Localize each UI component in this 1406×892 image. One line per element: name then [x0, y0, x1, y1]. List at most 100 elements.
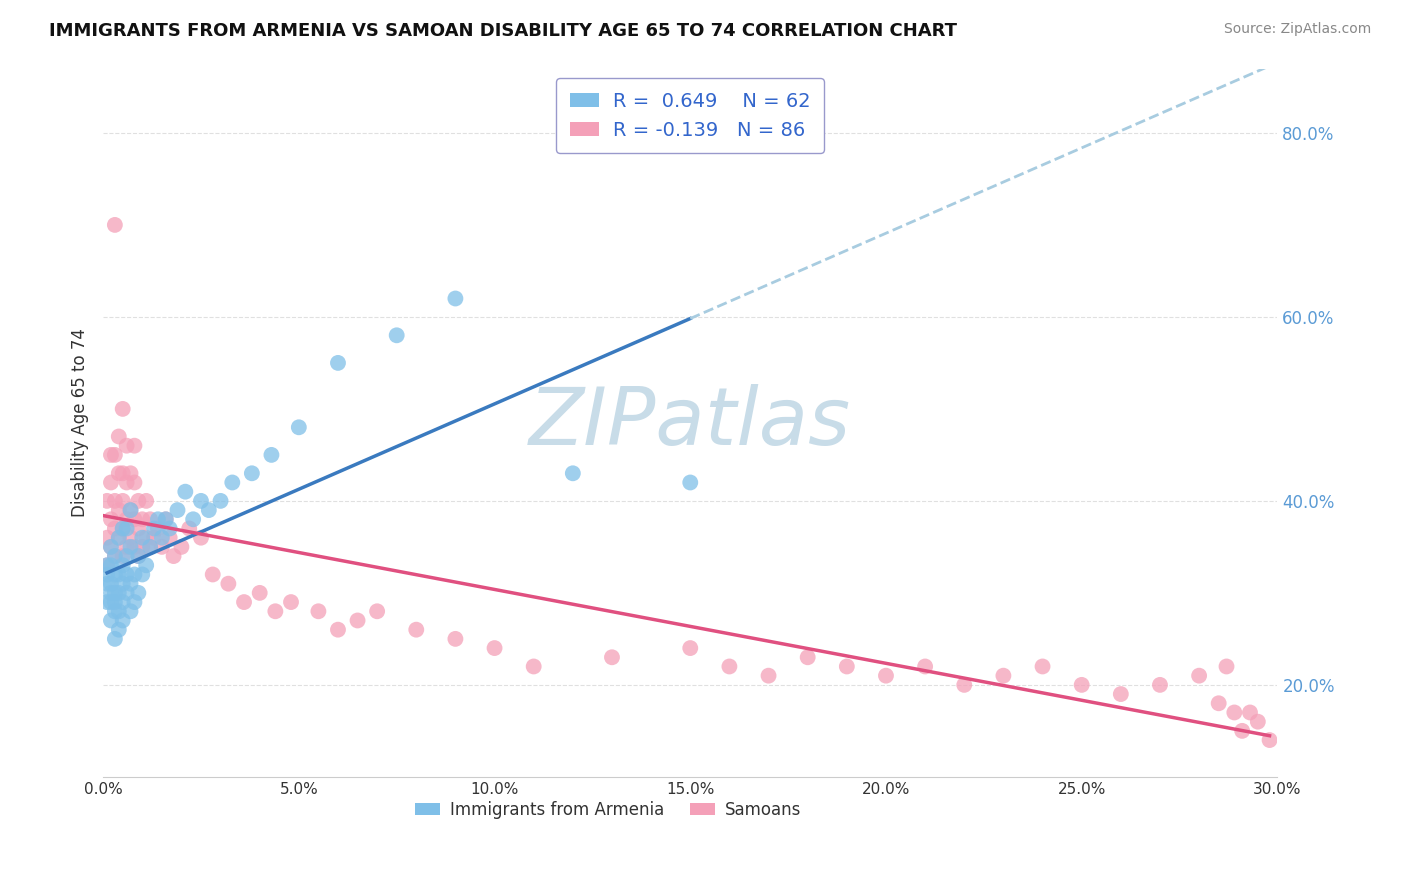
Point — [796, 650, 818, 665]
Point — [201, 567, 224, 582]
Point — [264, 604, 287, 618]
Point — [100, 540, 122, 554]
Point — [111, 494, 134, 508]
Point — [111, 549, 134, 563]
Point — [120, 604, 142, 618]
Point — [124, 512, 146, 526]
Point — [111, 576, 134, 591]
Point — [107, 531, 129, 545]
Point — [405, 623, 427, 637]
Point — [875, 668, 897, 682]
Point — [127, 586, 149, 600]
Point — [150, 531, 173, 545]
Point — [326, 623, 349, 637]
Point — [107, 604, 129, 618]
Point — [111, 467, 134, 481]
Point — [131, 567, 153, 582]
Point — [288, 420, 311, 434]
Point — [484, 641, 506, 656]
Point — [139, 540, 162, 554]
Point — [174, 484, 197, 499]
Point — [1239, 706, 1261, 720]
Point — [155, 512, 177, 526]
Point — [100, 540, 122, 554]
Point — [120, 531, 142, 545]
Point — [221, 475, 243, 490]
Point — [124, 540, 146, 554]
Point — [143, 531, 166, 545]
Y-axis label: Disability Age 65 to 74: Disability Age 65 to 74 — [72, 328, 89, 517]
Point — [104, 448, 127, 462]
Point — [100, 586, 122, 600]
Point — [143, 521, 166, 535]
Point — [115, 475, 138, 490]
Point — [953, 678, 976, 692]
Point — [326, 356, 349, 370]
Point — [111, 614, 134, 628]
Point — [107, 567, 129, 582]
Point — [1215, 659, 1237, 673]
Point — [104, 632, 127, 646]
Point — [96, 595, 118, 609]
Point — [100, 595, 122, 609]
Point — [1230, 723, 1253, 738]
Point — [198, 503, 221, 517]
Point — [162, 549, 184, 563]
Point — [115, 439, 138, 453]
Point — [107, 429, 129, 443]
Point — [111, 521, 134, 535]
Point — [120, 467, 142, 481]
Point — [104, 521, 127, 535]
Point — [115, 540, 138, 554]
Point — [96, 531, 118, 545]
Point — [124, 567, 146, 582]
Point — [107, 623, 129, 637]
Point — [444, 632, 467, 646]
Point — [135, 531, 157, 545]
Point — [115, 521, 138, 535]
Point — [600, 650, 623, 665]
Point — [835, 659, 858, 673]
Point — [120, 540, 142, 554]
Point — [159, 521, 181, 535]
Point — [104, 595, 127, 609]
Point — [280, 595, 302, 609]
Point — [111, 401, 134, 416]
Point — [100, 558, 122, 573]
Point — [159, 531, 181, 545]
Point — [1031, 659, 1053, 673]
Point — [111, 595, 134, 609]
Point — [100, 475, 122, 490]
Point — [346, 614, 368, 628]
Point — [260, 448, 283, 462]
Point — [96, 494, 118, 508]
Point — [104, 604, 127, 618]
Point — [561, 467, 583, 481]
Point — [146, 512, 169, 526]
Point — [124, 475, 146, 490]
Point — [100, 614, 122, 628]
Point — [96, 576, 118, 591]
Point — [150, 540, 173, 554]
Point — [146, 521, 169, 535]
Point — [107, 467, 129, 481]
Point — [190, 531, 212, 545]
Point — [444, 292, 467, 306]
Point — [914, 659, 936, 673]
Point — [307, 604, 329, 618]
Point — [523, 659, 546, 673]
Point — [179, 521, 201, 535]
Point — [1188, 668, 1211, 682]
Point — [104, 549, 127, 563]
Point — [249, 586, 271, 600]
Point — [758, 668, 780, 682]
Point — [1258, 733, 1281, 747]
Point — [1247, 714, 1270, 729]
Point — [131, 540, 153, 554]
Point — [115, 567, 138, 582]
Point — [679, 475, 702, 490]
Point — [131, 512, 153, 526]
Point — [100, 512, 122, 526]
Point — [115, 512, 138, 526]
Point — [366, 604, 388, 618]
